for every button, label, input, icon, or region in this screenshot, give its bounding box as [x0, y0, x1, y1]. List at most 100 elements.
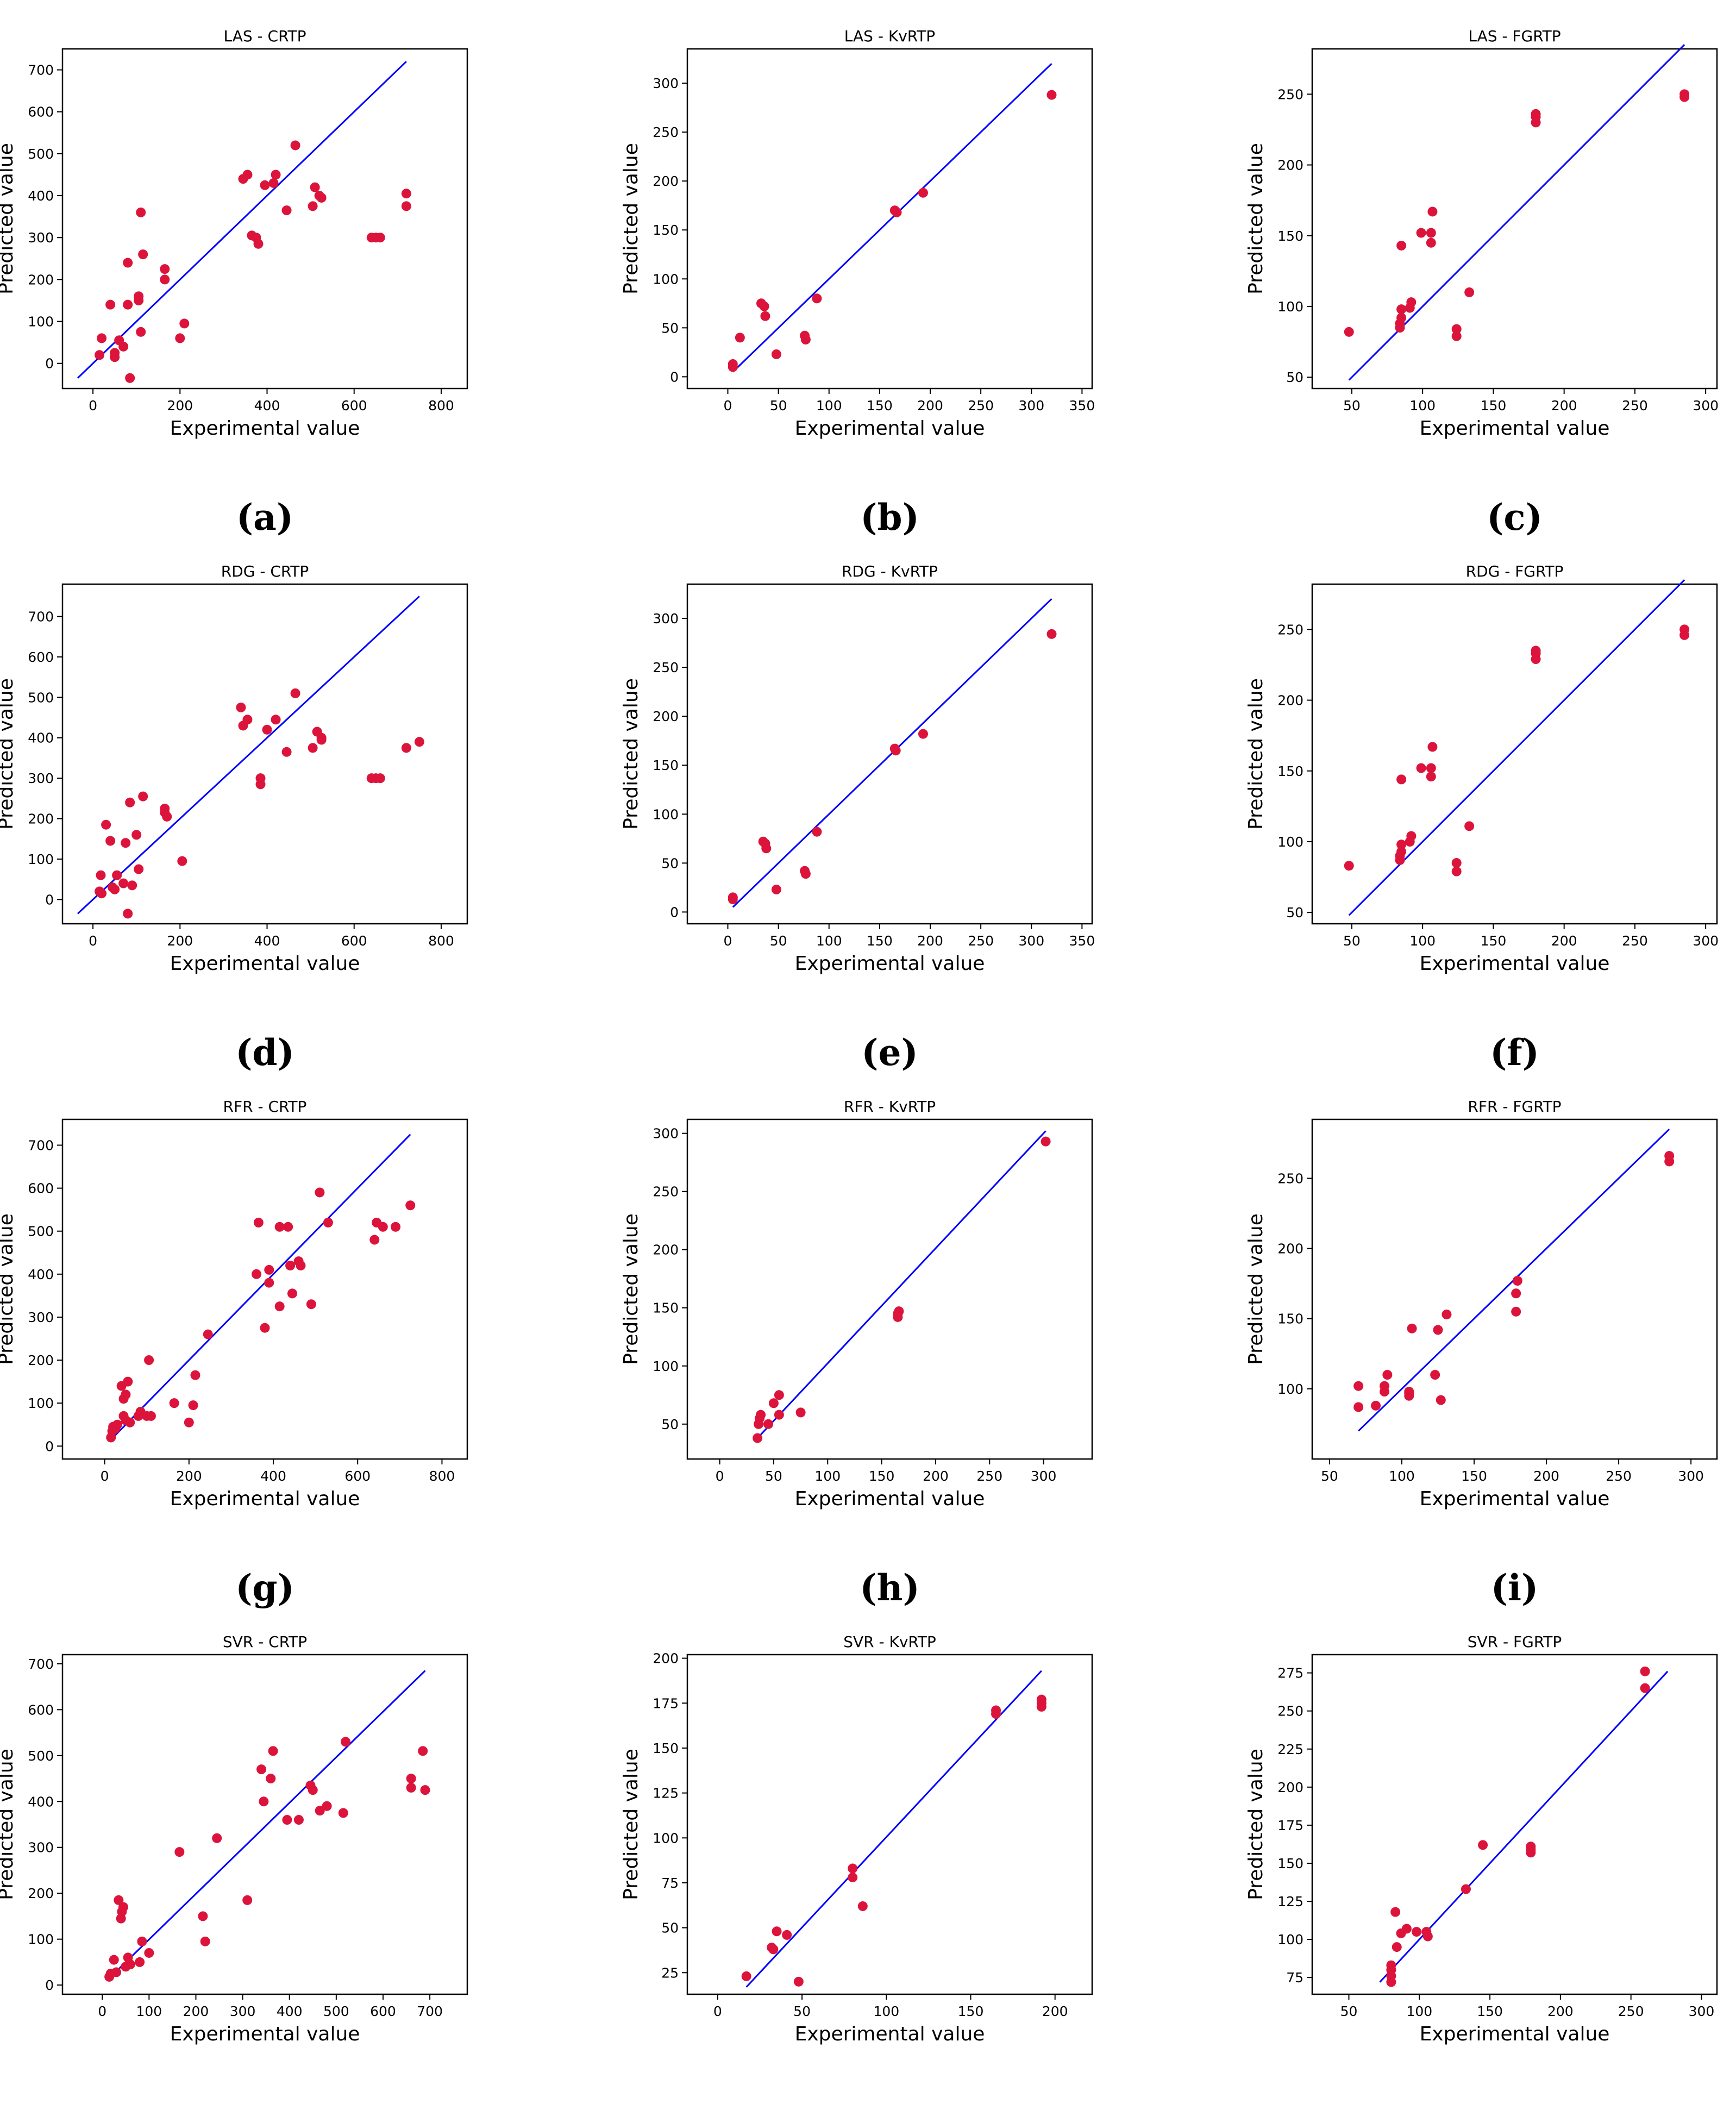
panel-f: 50 100 150 200 250 300 50 100 150 200 250 RDG - FGR… [1245, 562, 1719, 1074]
scatter-point [1353, 1402, 1364, 1412]
y-tick-label: 250 [1277, 622, 1303, 637]
y-tick-label: 200 [28, 1352, 54, 1368]
x-tick-label: 50 [770, 933, 787, 949]
scatter-point [1386, 1960, 1396, 1970]
panel-label: (d) [235, 1031, 294, 1074]
x-tick-label: 0 [716, 1468, 724, 1484]
scatter-point [375, 773, 385, 784]
plot-frame [686, 48, 1093, 390]
x-tick-label: 600 [341, 398, 367, 414]
y-tick-label: 200 [653, 173, 679, 189]
scatter-point [991, 1705, 1001, 1715]
y-tick-label: 250 [1277, 1170, 1303, 1186]
x-tick-label: 0 [89, 933, 97, 949]
x-tick-label: 400 [277, 2003, 303, 2019]
y-tick-label: 50 [661, 320, 679, 336]
plot-frame [61, 583, 468, 925]
y-axis-label: Predicted value [620, 678, 642, 830]
y-tick-label: 100 [1277, 834, 1303, 850]
y-tick-label: 100 [653, 1830, 679, 1846]
scatter-point [753, 1433, 763, 1443]
scatter-point [110, 352, 120, 362]
scatter-point [795, 1407, 806, 1418]
panel-label: (j) [241, 2102, 288, 2104]
panel-k: 0 50 100 150 200 25 50 75 100 125 150 175 200 SVR - K… [620, 1633, 1093, 2104]
y-tick-label: 175 [1277, 1818, 1303, 1833]
scatter-point [1396, 312, 1407, 323]
x-tick-label: 700 [417, 2003, 443, 2019]
x-axis-label: Experimental value [170, 417, 360, 440]
x-tick-label: 200 [183, 2003, 209, 2019]
scatter-point [316, 735, 327, 745]
scatter-point [118, 1902, 128, 1912]
x-axis-label: Experimental value [1420, 1488, 1610, 1510]
x-axis-label: Experimental value [795, 417, 985, 440]
scatter-point [420, 1785, 430, 1795]
y-tick-label: 100 [28, 314, 54, 330]
scatter-point [138, 249, 148, 260]
y-tick-label: 500 [28, 146, 54, 162]
scatter-point [135, 1957, 145, 1967]
y-tick-label: 200 [1277, 158, 1303, 173]
x-axis-label: Experimental value [1420, 417, 1610, 440]
y-tick-label: 300 [653, 1126, 679, 1142]
y-tick-label: 225 [1277, 1742, 1303, 1757]
scatter-point [1416, 228, 1426, 238]
scatter-point [401, 189, 411, 199]
scatter-point [125, 1959, 135, 1970]
scatter-point [123, 299, 133, 310]
scatter-point [184, 1417, 194, 1427]
scatter-point [1426, 237, 1436, 248]
x-tick-label: 200 [1533, 1468, 1559, 1484]
scatter-point [118, 878, 129, 888]
panel-g: 0 200 400 600 800 0 100 200 300 400 500 600 700 RFR -… [0, 1098, 468, 1609]
scatter-point [768, 1944, 779, 1955]
x-tick-label: 0 [724, 398, 732, 414]
scatter-point [144, 1355, 154, 1366]
y-tick-label: 300 [28, 1840, 54, 1856]
y-tick-label: 100 [28, 1932, 54, 1948]
scatter-point [136, 327, 146, 337]
scatter-point [105, 299, 116, 310]
scatter-point [203, 1329, 213, 1339]
scatter-point [96, 870, 106, 880]
scatter-point [760, 311, 770, 321]
scatter-point [271, 170, 281, 180]
scatter-point [1664, 1151, 1675, 1161]
chart-title: LAS - CRTP [223, 27, 306, 45]
scatter-point [1426, 228, 1436, 238]
x-axis-label: Experimental value [795, 2023, 985, 2045]
x-tick-label: 100 [1409, 398, 1436, 414]
y-tick-label: 600 [28, 1181, 54, 1197]
y-tick-label: 200 [28, 1886, 54, 1901]
x-tick-label: 300 [1693, 933, 1719, 949]
y-tick-label: 0 [45, 892, 54, 907]
scatter-point [378, 1222, 388, 1232]
panel-label: (l) [1491, 2102, 1539, 2104]
x-tick-label: 150 [1481, 933, 1507, 949]
scatter-point [759, 301, 769, 311]
scatter-point [190, 1370, 200, 1380]
scatter-point [918, 187, 928, 198]
y-tick-label: 25 [661, 1965, 679, 1981]
scatter-point [761, 843, 772, 854]
y-tick-label: 250 [1277, 86, 1303, 102]
scatter-point [894, 1306, 904, 1317]
panel-label: (e) [861, 1031, 918, 1074]
scatter-point [1640, 1666, 1650, 1676]
scatter-point [848, 1873, 858, 1883]
y-tick-label: 400 [28, 730, 54, 746]
scatter-point [857, 1901, 868, 1911]
y-tick-label: 100 [28, 851, 54, 867]
scatter-point [812, 826, 822, 837]
y-tick-label: 300 [28, 771, 54, 786]
scatter-point [1436, 1395, 1446, 1405]
identity-line [732, 62, 1052, 373]
scatter-point [1427, 742, 1438, 752]
x-tick-label: 100 [873, 2003, 899, 2019]
scatter-point [892, 207, 902, 217]
scatter-point [322, 1801, 332, 1811]
scatter-point [253, 1217, 264, 1228]
scatter-point [179, 318, 190, 329]
y-axis-label: Predicted value [1245, 1749, 1267, 1900]
